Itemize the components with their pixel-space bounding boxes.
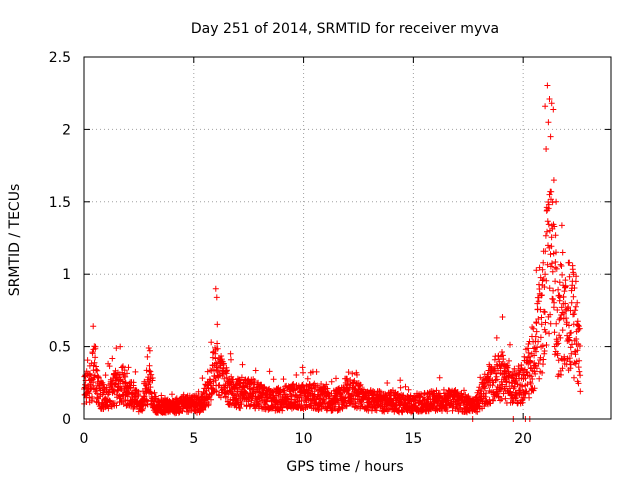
grid-lines [84, 57, 611, 419]
x-tick-label: 15 [404, 431, 422, 447]
y-tick-label: 2 [62, 122, 71, 138]
x-tick-label: 10 [295, 431, 313, 447]
y-tick-label: 1.5 [49, 195, 71, 211]
chart-title: Day 251 of 2014, SRMTID for receiver myv… [191, 21, 499, 37]
y-tick-label: 0.5 [49, 340, 71, 356]
series-markers [81, 82, 584, 422]
x-tick-label: 0 [80, 431, 89, 447]
x-tick-label: 20 [514, 431, 532, 447]
y-axis-label: SRMTID / TECUs [7, 184, 23, 297]
x-axis-label: GPS time / hours [286, 459, 403, 475]
y-tick-label: 2.5 [49, 50, 71, 66]
plot-frame [83, 56, 612, 420]
x-tick-label: 5 [189, 431, 198, 447]
axis-ticks: 0 5 10 15 20 0 0.5 1 1.5 2 2.5 [49, 50, 611, 447]
data-points [81, 82, 584, 422]
y-tick-label: 1 [62, 267, 71, 283]
y-tick-label: 0 [62, 412, 71, 428]
